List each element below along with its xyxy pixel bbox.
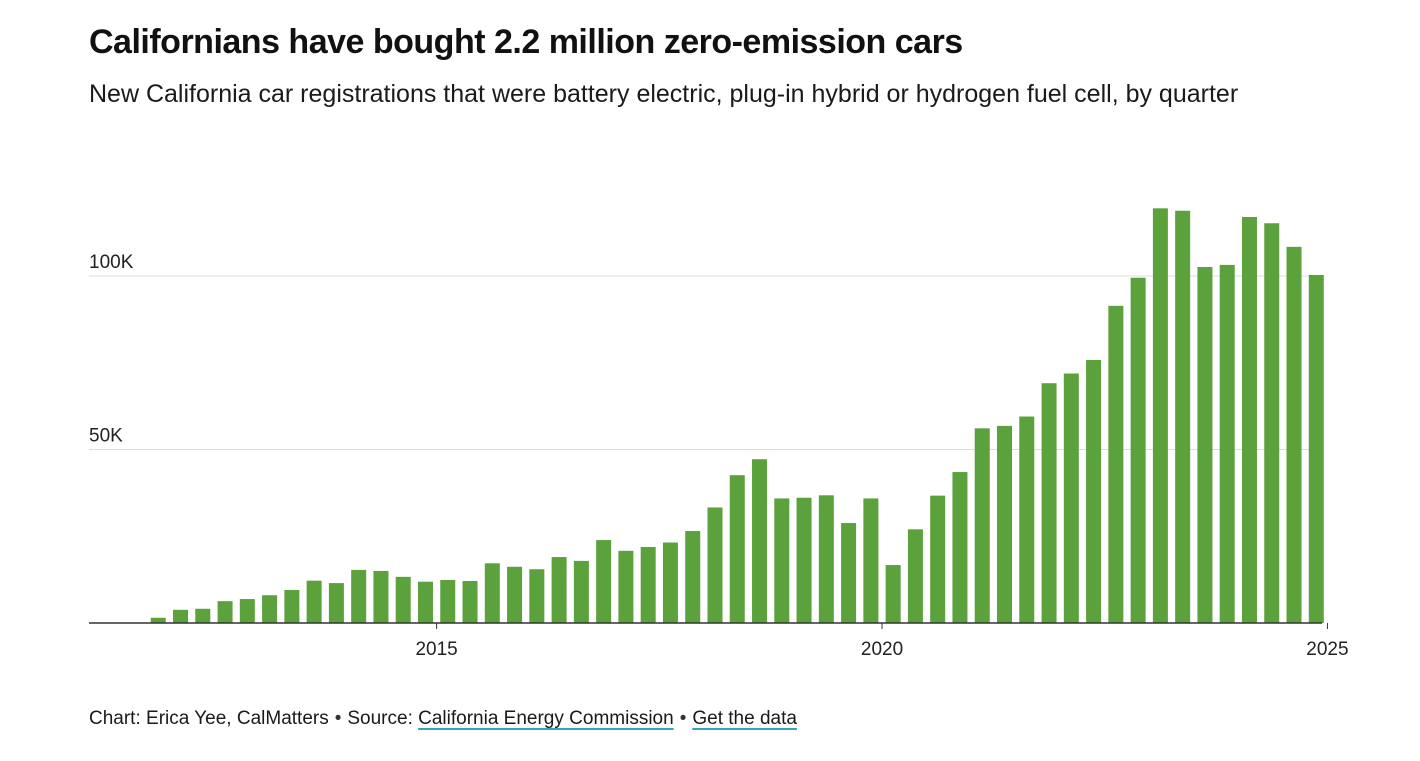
bar-2024-q4	[1308, 274, 1324, 623]
bar-2013-q2	[284, 590, 300, 623]
bar-2015-q4	[507, 566, 523, 623]
bar-2013-q4	[328, 583, 344, 624]
bar-2012-q3	[217, 601, 233, 623]
bar-2015-q2	[462, 581, 478, 623]
bar-2014-q1	[351, 569, 367, 623]
bar-2021-q2	[997, 425, 1012, 623]
bar-2011-q4	[150, 617, 166, 623]
bar-2016-q2	[551, 557, 567, 623]
y-tick-label: 100K	[89, 252, 134, 273]
bars	[150, 208, 1324, 624]
bar-2023-q1	[1152, 208, 1168, 623]
bar-2018-q2	[729, 475, 745, 623]
source-link[interactable]: California Energy Commission	[418, 708, 674, 729]
bar-2017-q2	[640, 547, 656, 623]
bar-2016-q1	[529, 569, 545, 623]
x-tick-label: 2025	[1306, 639, 1348, 660]
bar-2012-q1	[173, 609, 189, 623]
bar-2019-q1	[796, 497, 812, 623]
bar-chart: 50K 100K 2015 2020 2025	[89, 208, 1349, 660]
y-axis-tick-labels: 50K 100K	[89, 252, 134, 447]
bar-2022-q4	[1130, 277, 1146, 623]
bar-2021-q1	[974, 428, 990, 623]
bar-2023-q4	[1219, 264, 1235, 623]
chart-footer: Chart: Erica Yee, CalMatters • Source: Cal…	[89, 705, 797, 733]
bar-2015-q3	[484, 563, 500, 623]
x-tick-label: 2015	[415, 639, 457, 660]
bar-2016-q3	[573, 560, 589, 623]
get-the-data-link[interactable]: Get the data	[692, 708, 797, 729]
bar-2014-q2	[373, 570, 389, 623]
bar-2018-q1	[707, 507, 723, 623]
bar-2021-q3	[1019, 416, 1035, 623]
bar-2021-q4	[1041, 383, 1057, 623]
bar-2018-q4	[774, 498, 790, 623]
bar-2012-q4	[239, 599, 255, 623]
bar-2023-q3	[1197, 266, 1213, 623]
footer-separator: •	[334, 708, 342, 729]
bar-2023-q2	[1175, 210, 1191, 623]
bar-2013-q1	[262, 595, 278, 623]
bar-2015-q1	[440, 579, 456, 623]
chart-title: Californians have bought 2.2 million zer…	[89, 23, 963, 61]
bar-2017-q1	[618, 550, 634, 623]
bar-2022-q3	[1108, 305, 1124, 623]
bar-2020-q2	[907, 529, 923, 623]
bar-2019-q4	[863, 498, 879, 623]
y-tick-label: 50K	[89, 426, 123, 447]
bar-2022-q2	[1086, 359, 1102, 623]
bar-2024-q2	[1264, 223, 1280, 623]
footer-separator: •	[679, 708, 687, 729]
chart-subtitle: New California car registrations that we…	[89, 80, 1239, 108]
bar-2022-q1	[1063, 373, 1079, 623]
bar-2014-q4	[417, 581, 433, 623]
bar-2012-q2	[195, 608, 211, 623]
bar-2016-q4	[596, 540, 612, 623]
bar-2014-q3	[395, 576, 411, 623]
bar-2019-q2	[818, 495, 834, 623]
bar-2018-q3	[752, 459, 768, 623]
bar-2024-q3	[1286, 246, 1302, 623]
bar-2020-q3	[930, 495, 946, 623]
bar-2024-q1	[1241, 217, 1257, 623]
bar-2020-q4	[952, 472, 968, 623]
chart-credit: Chart: Erica Yee, CalMatters	[89, 708, 329, 729]
x-axis-ticks: 2015 2020 2025	[415, 623, 1349, 660]
source-prefix: Source:	[347, 708, 413, 729]
bar-2017-q4	[685, 531, 701, 623]
bar-2017-q3	[662, 542, 678, 623]
bar-2013-q3	[306, 580, 322, 623]
x-tick-label: 2020	[861, 639, 903, 660]
bar-2019-q3	[841, 523, 857, 623]
bar-2020-q1	[885, 565, 901, 623]
